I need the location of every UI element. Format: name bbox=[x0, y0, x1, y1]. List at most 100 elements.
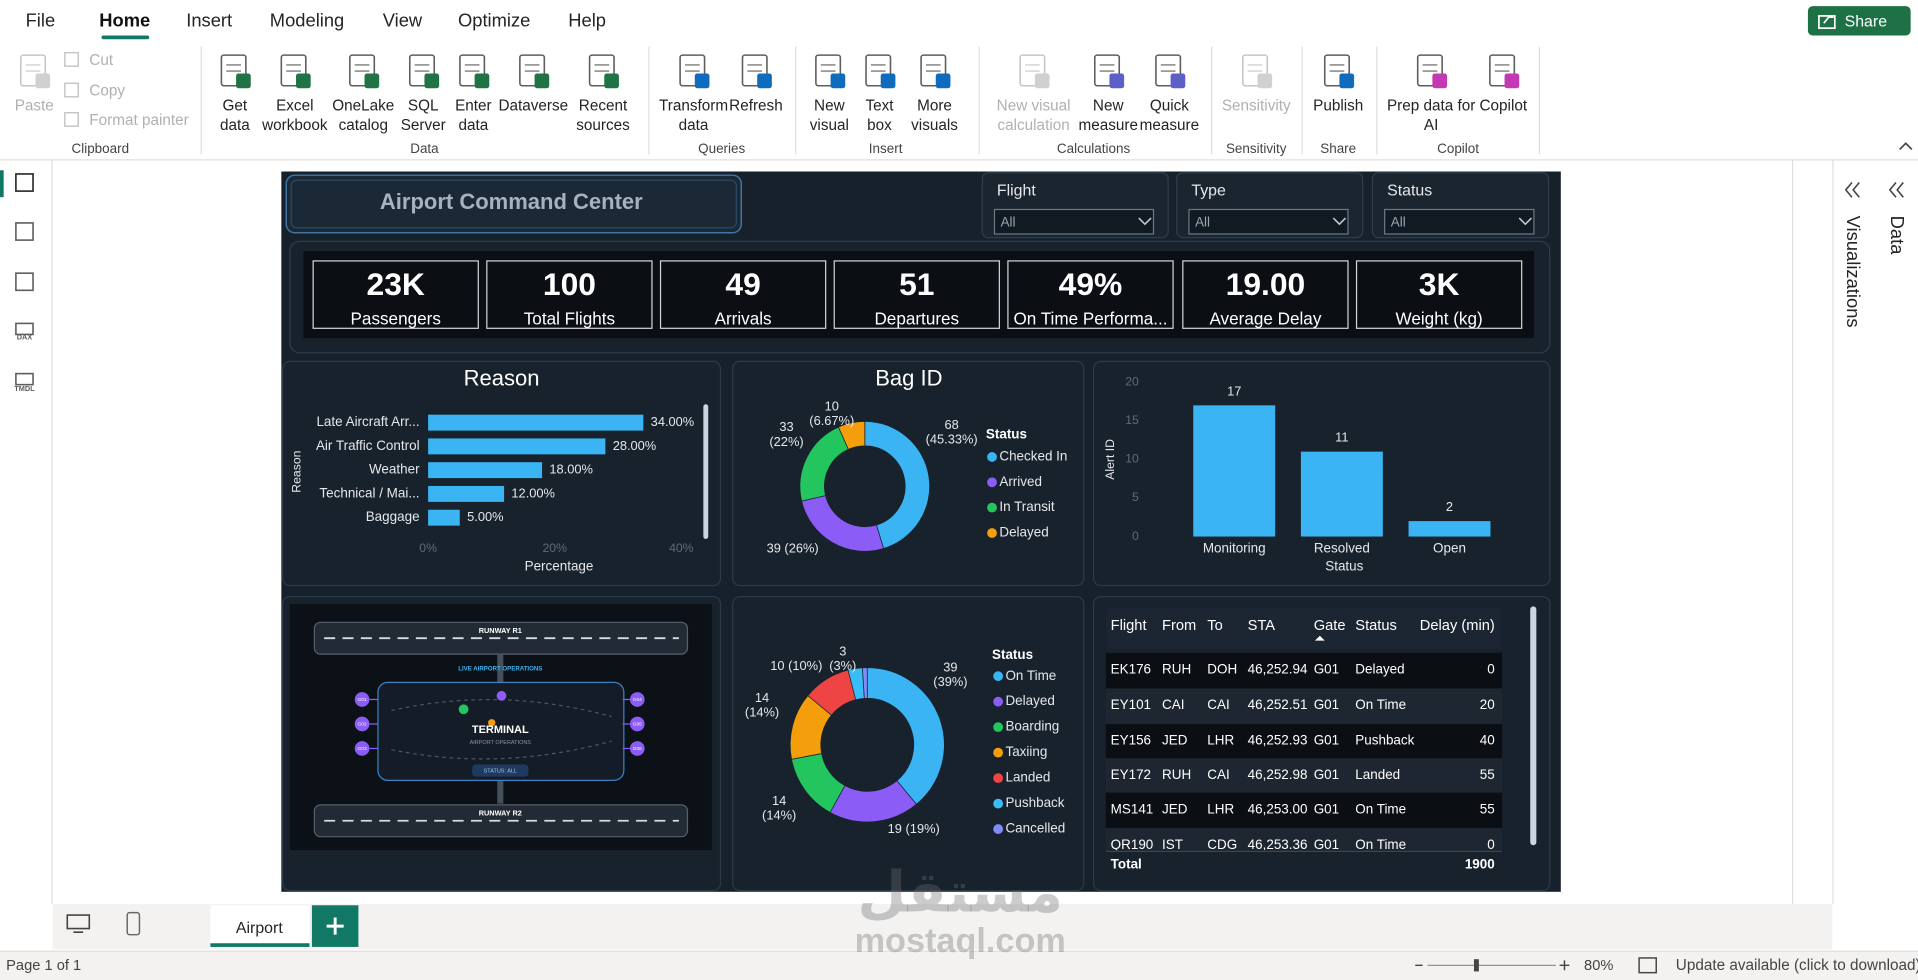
icon-accent bbox=[830, 73, 846, 89]
legend-title: Status bbox=[992, 647, 1033, 662]
pane-title[interactable]: Data bbox=[1886, 215, 1907, 255]
menu-tab[interactable]: Modeling bbox=[269, 10, 345, 32]
x-tick-label: 20% bbox=[542, 541, 567, 555]
data-label: 3 (3%) bbox=[829, 644, 857, 674]
ribbon-small-button: Copy bbox=[89, 81, 125, 99]
table-cell: 46,252.98 bbox=[1248, 767, 1308, 782]
zoom-level[interactable]: 80% bbox=[1584, 956, 1614, 974]
pane-border bbox=[1792, 160, 1794, 905]
legend-entry: In Transit bbox=[999, 499, 1055, 514]
ribbon-button-icon bbox=[1155, 54, 1186, 89]
category-label: Baggage bbox=[366, 509, 420, 524]
menu-tab[interactable]: File bbox=[25, 10, 56, 32]
ribbon-group-label: Share bbox=[1320, 142, 1357, 157]
legend-entry: Pushback bbox=[1005, 795, 1064, 810]
ribbon-button-label[interactable]: Prep data for AI bbox=[1386, 96, 1476, 134]
table-cell: G01 bbox=[1314, 733, 1339, 748]
menu-tab[interactable]: Home bbox=[99, 10, 151, 32]
map-status: STATUS: ALL bbox=[484, 769, 517, 775]
table-cell: On Time bbox=[1355, 837, 1406, 852]
ribbon-button-label[interactable]: Text box bbox=[865, 96, 894, 134]
gate bbox=[354, 692, 370, 707]
icon-shape bbox=[1559, 960, 1570, 971]
kpi-card bbox=[659, 260, 827, 329]
legend-swatch bbox=[993, 824, 1004, 834]
category-label: Air Traffic Control bbox=[316, 438, 420, 453]
bar bbox=[428, 438, 606, 455]
menu-tab[interactable]: Optimize bbox=[457, 10, 531, 32]
ribbon-button-label[interactable]: Publish bbox=[1313, 96, 1364, 114]
gate bbox=[354, 716, 370, 732]
ribbon-button-label[interactable]: OneLake catalog bbox=[332, 96, 395, 134]
gate-label: G01 bbox=[357, 697, 366, 703]
dropdown-chevron bbox=[1138, 217, 1152, 226]
ribbon-button-label[interactable]: Dataverse bbox=[498, 96, 569, 114]
ribbon-button-icon bbox=[1323, 54, 1355, 89]
ribbon-bottom-border bbox=[0, 159, 1918, 161]
legend-entry: Taxiing bbox=[1005, 744, 1047, 759]
dropdown-chevron bbox=[1518, 217, 1533, 226]
icon-shape bbox=[1896, 182, 1904, 198]
ribbon-button-label[interactable]: More visuals bbox=[911, 96, 958, 134]
legend-swatch bbox=[993, 773, 1004, 784]
icon-shape bbox=[15, 372, 34, 386]
table-cell: EY101 bbox=[1111, 697, 1151, 712]
kpi-value: 49 bbox=[725, 266, 760, 302]
table-cell: 0 bbox=[1487, 837, 1494, 852]
category-label: Technical / Mai... bbox=[319, 485, 419, 500]
table-cell: MS141 bbox=[1111, 801, 1154, 816]
ribbon-button-label[interactable]: Transform data bbox=[659, 96, 729, 134]
terminal-label: TERMINAL bbox=[472, 724, 529, 736]
ribbon-button-icon bbox=[408, 54, 440, 89]
ribbon-button-icon bbox=[920, 54, 951, 89]
ribbon-button-label[interactable]: New measure bbox=[1078, 96, 1138, 134]
ribbon-button-icon bbox=[1093, 54, 1125, 89]
gate bbox=[629, 741, 645, 756]
share-label: Share bbox=[1844, 11, 1888, 31]
update-notice[interactable]: Update available (click to download) bbox=[1675, 956, 1918, 974]
legend-entry: On Time bbox=[1005, 668, 1056, 683]
ribbon-button-label[interactable]: Enter data bbox=[455, 96, 492, 134]
table-header bbox=[1105, 607, 1503, 650]
ribbon-button-label[interactable]: Get data bbox=[219, 96, 250, 134]
y-tick-label: 10 bbox=[1125, 452, 1139, 466]
ribbon-button-label: Sensitivity bbox=[1221, 96, 1291, 114]
category-label: Resolved bbox=[1314, 540, 1370, 555]
kpi-card bbox=[1007, 260, 1174, 329]
active-tab-underline bbox=[101, 35, 150, 40]
data-label: 14 (14%) bbox=[744, 690, 780, 721]
page-tab[interactable]: Airport bbox=[210, 905, 310, 947]
ribbon-button-label[interactable]: Excel workbook bbox=[262, 96, 328, 134]
kpi-card bbox=[486, 260, 653, 329]
ribbon-button-label[interactable]: Copilot bbox=[1479, 96, 1528, 114]
icon-shape bbox=[1852, 182, 1860, 198]
table-cell: 55 bbox=[1480, 767, 1495, 782]
nav-icon bbox=[15, 372, 34, 386]
ribbon-button-label[interactable]: New visual bbox=[809, 96, 849, 134]
table-cell: On Time bbox=[1355, 801, 1406, 816]
legend-swatch bbox=[993, 671, 1004, 682]
icon-shape bbox=[15, 173, 34, 192]
ribbon-button-label[interactable]: Refresh bbox=[729, 96, 783, 114]
chart-title: Reason bbox=[464, 366, 540, 391]
gate-label: G05 bbox=[633, 721, 642, 727]
menu-tab[interactable]: View bbox=[382, 10, 423, 32]
slicer-dropdown bbox=[993, 208, 1155, 235]
menu-tab[interactable]: Help bbox=[568, 10, 607, 32]
ribbon-button-label[interactable]: SQL Server bbox=[400, 96, 446, 134]
pane-title[interactable]: Visualizations bbox=[1842, 215, 1863, 328]
data-label: 39 (39%) bbox=[933, 660, 968, 690]
icon-accent bbox=[1109, 73, 1125, 89]
table-cell: DOH bbox=[1207, 662, 1237, 677]
table-cell: IST bbox=[1162, 837, 1183, 852]
column-header: Gate bbox=[1314, 618, 1346, 634]
data-label: 19 (19%) bbox=[887, 821, 940, 837]
zoom-slider bbox=[1415, 959, 1570, 972]
ribbon-separator bbox=[200, 46, 202, 155]
category-label: Late Aircraft Arr... bbox=[316, 414, 419, 429]
donut-segment bbox=[862, 667, 868, 699]
menu-tab[interactable]: Insert bbox=[186, 10, 233, 32]
ribbon-button-label[interactable]: Recent sources bbox=[576, 96, 630, 134]
column bbox=[1408, 521, 1491, 537]
ribbon-button-label[interactable]: Quick measure bbox=[1139, 96, 1200, 134]
